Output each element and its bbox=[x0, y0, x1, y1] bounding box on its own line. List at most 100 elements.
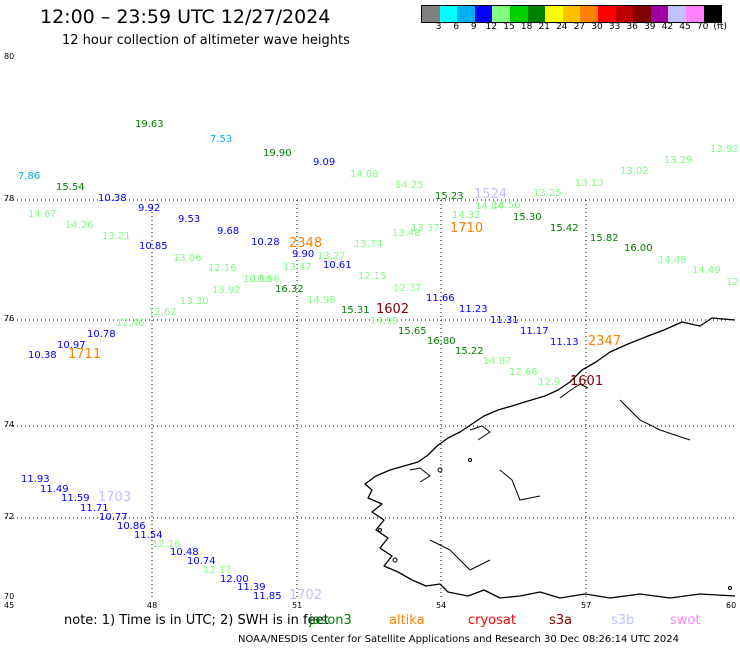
island bbox=[468, 458, 472, 462]
wave-height-label: 16.32 bbox=[275, 284, 304, 295]
footer-credit: NOAA/NESDIS Center for Satellite Applica… bbox=[238, 634, 680, 645]
colorbar-swatch bbox=[527, 6, 546, 22]
wave-height-label: 12.17 bbox=[203, 565, 232, 576]
colorbar-label: 39 bbox=[644, 22, 656, 32]
colorbar-label: 30 bbox=[591, 22, 603, 32]
wave-height-label: 10.38 bbox=[98, 193, 127, 204]
colorbar-swatch bbox=[685, 6, 704, 22]
wave-height-label: 9.53 bbox=[178, 214, 201, 225]
wave-height-label: 13.92 bbox=[212, 285, 241, 296]
lon-label-54: 54 bbox=[436, 601, 447, 610]
wave-height-label: 13.74 bbox=[354, 239, 383, 250]
lat-label-78: 78 bbox=[4, 194, 15, 203]
island bbox=[437, 467, 443, 473]
wave-height-label: 10.38 bbox=[28, 350, 57, 361]
wave-height-label: 14.56 bbox=[492, 200, 521, 211]
wave-height-label: 15.30 bbox=[513, 212, 542, 223]
wave-height-label: 11.66 bbox=[426, 293, 455, 304]
note-text: note: 1) Time is in UTC; 2) SWH is in fe… bbox=[64, 613, 329, 628]
colorbar-label: 36 bbox=[626, 22, 638, 32]
wave-height-label: 16.80 bbox=[427, 336, 456, 347]
wave-height-label: 13.47 bbox=[283, 262, 312, 273]
wave-height-label: 7.86 bbox=[18, 171, 41, 182]
lon-label-48: 48 bbox=[147, 601, 158, 610]
lat-label-76: 76 bbox=[4, 314, 15, 323]
wave-height-label: 15.82 bbox=[590, 233, 619, 244]
wave-height-label: 14.67 bbox=[28, 209, 57, 220]
colorbar-swatch bbox=[439, 6, 458, 22]
wave-height-label: 14.99 bbox=[370, 316, 399, 327]
colorbar-swatch bbox=[509, 6, 528, 22]
wave-height-label: 16.00 bbox=[624, 243, 653, 254]
wave-height-label: 14.98 bbox=[307, 295, 336, 306]
wave-height-label: 11.54 bbox=[134, 530, 163, 541]
pass-time-label: 1710 bbox=[450, 221, 484, 236]
pass-time-label: 1602 bbox=[376, 302, 410, 317]
legend-entry-cryosat: cryosat bbox=[468, 613, 516, 628]
pass-time-label: 1702 bbox=[289, 588, 323, 603]
wave-height-label: 10.56 bbox=[251, 274, 280, 285]
lat-label-74: 74 bbox=[4, 420, 15, 429]
legend-entry-altika: altika bbox=[389, 613, 425, 628]
colorbar-swatch bbox=[562, 6, 581, 22]
lon-label-60: 60 bbox=[726, 601, 737, 610]
colorbar-swatch bbox=[422, 6, 440, 22]
wave-height-label: 11.13 bbox=[550, 337, 579, 348]
wave-height-label: 13.48 bbox=[392, 228, 421, 239]
colorbar-swatch bbox=[650, 6, 669, 22]
wave-height-label: 11.31 bbox=[490, 315, 519, 326]
pass-time-label: 1601 bbox=[570, 374, 604, 389]
wave-height-label: 13.02 bbox=[620, 166, 649, 177]
coastline-inlet bbox=[559, 383, 589, 399]
colorbar-swatch bbox=[545, 6, 563, 22]
page-title: 12:00 – 23:59 UTC 12/27/2024 bbox=[40, 6, 331, 28]
coastline-inlet bbox=[499, 469, 541, 501]
colorbar-swatch bbox=[668, 6, 686, 22]
wave-height-label: 10.74 bbox=[187, 556, 216, 567]
wave-height-label: 11.59 bbox=[61, 493, 90, 504]
wave-height-label: 10.86 bbox=[117, 521, 146, 532]
lon-label-45: 45 bbox=[4, 601, 15, 610]
wave-height-label: 12.16 bbox=[152, 539, 181, 550]
wave-height-label: 13.27 bbox=[317, 251, 346, 262]
colorbar-swatch bbox=[457, 6, 475, 22]
wave-height-label: 15.31 bbox=[341, 305, 370, 316]
wave-height-label: 9.68 bbox=[217, 226, 240, 237]
wave-height-label: 11.49 bbox=[40, 484, 69, 495]
wave-height-label: 19.63 bbox=[135, 119, 164, 130]
wave-height-label: 11.39 bbox=[237, 582, 266, 593]
island bbox=[392, 557, 398, 563]
wave-height-label: 12.9 bbox=[538, 377, 561, 388]
colorbar-swatch bbox=[474, 6, 493, 22]
island bbox=[728, 586, 732, 590]
colorbar-label: 18 bbox=[520, 22, 533, 32]
wave-height-label: 10.56 bbox=[243, 274, 272, 285]
colorbar bbox=[421, 5, 723, 23]
wave-height-label: 11.23 bbox=[459, 304, 488, 315]
wave-height-label: 13.06 bbox=[173, 253, 202, 264]
wave-height-label: 14.49 bbox=[692, 265, 721, 276]
coastline bbox=[364, 317, 736, 599]
colorbar-label: 3 bbox=[435, 22, 442, 32]
wave-height-label: 12.62 bbox=[148, 307, 177, 318]
wave-height-label: 12.00 bbox=[220, 574, 249, 585]
wave-height-label: 9.90 bbox=[292, 249, 315, 260]
colorbar-label: 15 bbox=[503, 22, 515, 32]
wave-height-label: 14.08 bbox=[350, 169, 379, 180]
wave-height-label: 15.65 bbox=[398, 326, 427, 337]
colorbar-label: 21 bbox=[538, 22, 550, 32]
coastline-inlet bbox=[429, 539, 491, 571]
colorbar-label: 12 bbox=[485, 22, 498, 32]
wave-height-label: 15.54 bbox=[56, 182, 85, 193]
lat-label-70: 70 bbox=[4, 592, 15, 601]
coastline-inlet bbox=[409, 467, 431, 483]
wave-height-label: 9.09 bbox=[313, 157, 336, 168]
wave-height-label: 10.85 bbox=[139, 241, 168, 252]
lon-label-57: 57 bbox=[581, 601, 592, 610]
wave-height-label: 13.21 bbox=[102, 231, 131, 242]
colorbar-label: 27 bbox=[573, 22, 586, 32]
colorbar-label: 9 bbox=[470, 22, 477, 32]
wave-height-label: 15.42 bbox=[550, 223, 579, 234]
wave-height-label: 14.48 bbox=[658, 255, 687, 266]
pass-time-label: 2347 bbox=[588, 334, 622, 349]
